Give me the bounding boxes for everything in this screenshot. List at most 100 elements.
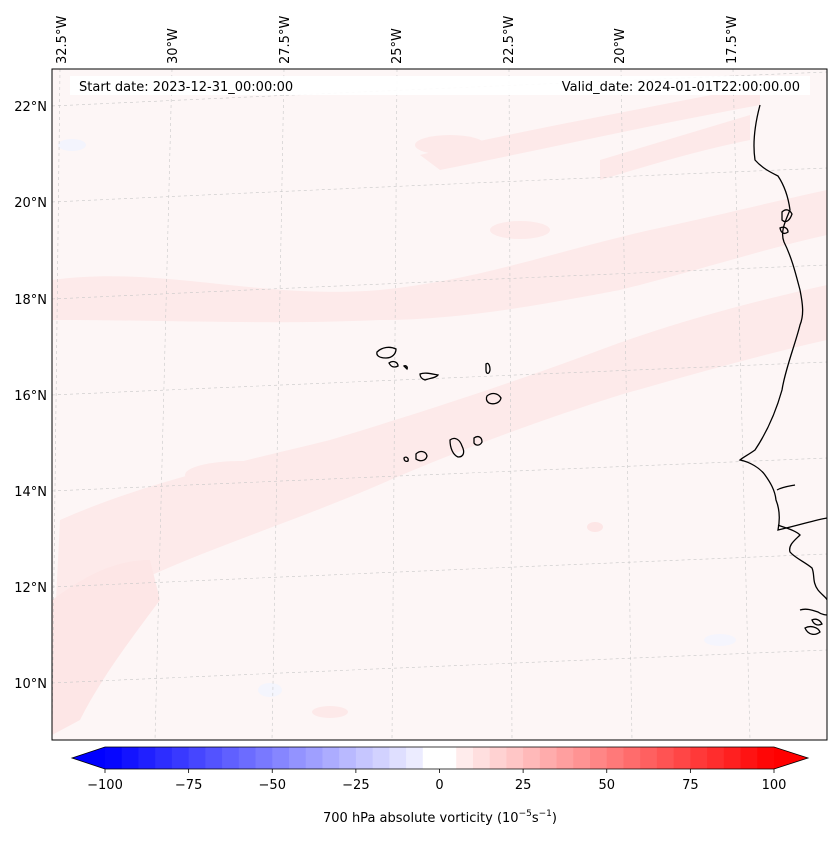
colorbar-segment (489, 747, 507, 769)
lat-label: 20°N (14, 196, 47, 211)
lat-label: 22°N (14, 100, 47, 115)
lon-label: 20°W (613, 28, 628, 64)
latitude-labels: 22°N 20°N 18°N 16°N 14°N 12°N 10°N (14, 100, 47, 692)
colorbar-segment (707, 747, 725, 769)
colorbar-segment (573, 747, 591, 769)
vorticity-blob (415, 135, 485, 155)
header-strip (70, 76, 810, 95)
graticule (52, 69, 827, 740)
vorticity-blob-negative (704, 634, 736, 646)
lat-label: 12°N (14, 581, 47, 596)
vorticity-field-background (52, 69, 827, 740)
lat-label: 18°N (14, 293, 47, 308)
colorbar-segment (355, 747, 374, 769)
colorbar-tick-label: 75 (682, 778, 699, 793)
colorbar-segment (205, 747, 223, 769)
canary-islands (779, 209, 793, 235)
sal-island (485, 362, 491, 375)
vorticity-blob (185, 461, 295, 489)
vorticity-blob (490, 221, 550, 239)
map-frame (51, 68, 828, 741)
vorticity-blob-negative (58, 139, 86, 151)
start-date-label: Start date: 2023-12-31_00:00:00 (79, 80, 293, 95)
colorbar-segment (623, 747, 641, 769)
colorbar-segment (606, 747, 624, 769)
colorbar-segment (656, 747, 675, 769)
vorticity-band-upper (420, 85, 760, 170)
colorbar-segment (506, 747, 524, 769)
longitude-labels: 32.5°W 30°W 27.5°W 25°W 22.5°W 20°W 17.5… (55, 16, 740, 64)
bijagos-islands (811, 618, 823, 626)
colorbar-label-exp: −1 (539, 809, 552, 819)
colorbar-segment (673, 747, 691, 769)
colorbar-tick-label: −50 (259, 778, 286, 793)
colorbar-segments (105, 747, 775, 769)
lat-label: 14°N (14, 485, 47, 500)
sao-nicolau-island (419, 372, 440, 381)
colorbar-segment (406, 747, 424, 769)
colorbar-segment (556, 747, 574, 769)
senegal-gambia-coast (777, 524, 827, 601)
vorticity-blob (312, 706, 348, 718)
colorbar-segment (238, 747, 257, 769)
coastline (376, 104, 827, 635)
vorticity-blob-negative (258, 683, 282, 697)
colorbar-label: 700 hPa absolute vorticity (10−5s−1) (323, 809, 557, 826)
colorbar: −100 −75 −50 −25 0 25 50 75 100 700 hPa absolute… (70, 746, 810, 826)
lon-label: 32.5°W (55, 16, 70, 64)
colorbar-tick-label: −25 (342, 778, 369, 793)
colorbar-segment (155, 747, 173, 769)
boa-vista-island (485, 392, 502, 405)
lon-label: 22.5°W (502, 16, 517, 64)
vorticity-band-north (52, 190, 827, 323)
colorbar-segment (322, 747, 340, 769)
colorbar-segment (339, 747, 357, 769)
santiago-island (449, 437, 465, 458)
santa-luzia-island (402, 365, 408, 371)
lat-label: 10°N (14, 677, 47, 692)
colorbar-segment (222, 747, 240, 769)
colorbar-segment (272, 747, 290, 769)
colorbar-segment (105, 747, 123, 769)
colorbar-segment (456, 747, 474, 769)
colorbar-segment (138, 747, 156, 769)
vorticity-blob (587, 522, 603, 532)
vorticity-band-center (52, 285, 827, 680)
lon-label: 25°W (390, 28, 405, 64)
colorbar-segment (439, 747, 457, 769)
lon-label: 27.5°W (278, 16, 293, 64)
colorbar-tick-label: −100 (87, 778, 123, 793)
colorbar-label-text: 700 hPa absolute vorticity (10 (323, 811, 519, 826)
map-panel: Start date: 2023-12-31_00:00:00 Valid_da… (52, 69, 827, 740)
colorbar-segment (288, 747, 307, 769)
colorbar-min-extend (72, 747, 105, 769)
colorbar-label-exp: −5 (519, 809, 532, 819)
valid-date-label: Valid_date: 2024-01-01T22:00:00.00 (562, 80, 800, 95)
colorbar-tick-label: 0 (435, 778, 443, 793)
colorbar-label-end: ) (552, 811, 557, 826)
santo-antao-island (376, 346, 397, 359)
vorticity-band-southwest (52, 560, 160, 735)
colorbar-segment (690, 747, 708, 769)
colorbar-segment (188, 747, 206, 769)
colorbar-segment (740, 747, 758, 769)
colorbar-segment (757, 747, 775, 769)
lat-label: 16°N (14, 389, 47, 404)
colorbar-segment (523, 747, 541, 769)
dakar-outline (776, 484, 796, 491)
fogo-island (415, 450, 428, 462)
colorbar-max-extend (774, 747, 808, 769)
colorbar-segment (305, 747, 323, 769)
vorticity-band-east (600, 115, 750, 180)
lon-label: 17.5°W (725, 16, 740, 64)
sao-vicente-island (388, 360, 399, 368)
colorbar-segment (372, 747, 390, 769)
brava-island (403, 456, 409, 463)
colorbar-segment (472, 747, 491, 769)
maio-island (473, 435, 483, 446)
guinea-bissau-coast (799, 608, 827, 616)
colorbar-segment (389, 747, 407, 769)
colorbar-tick-label: 25 (515, 778, 532, 793)
colorbar-tick-label: 100 (762, 778, 787, 793)
